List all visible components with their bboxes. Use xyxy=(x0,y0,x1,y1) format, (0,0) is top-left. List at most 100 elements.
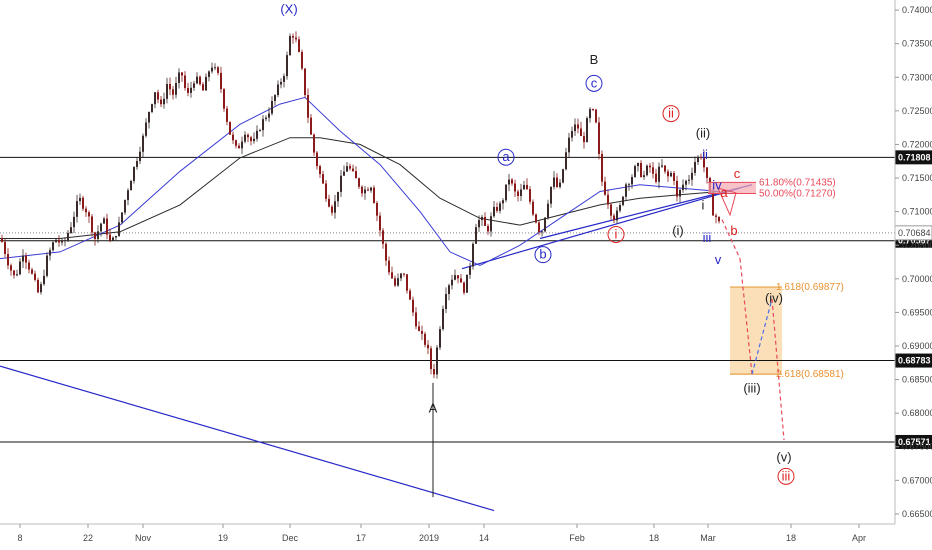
candle-body xyxy=(463,282,465,293)
candle-body xyxy=(127,190,129,200)
candle-body xyxy=(13,270,15,276)
candle-body xyxy=(172,89,174,95)
candle-body xyxy=(10,265,12,271)
candle-body xyxy=(454,275,456,280)
candle-body xyxy=(115,235,117,238)
candle-body xyxy=(106,218,108,235)
candle-body xyxy=(490,216,492,232)
candle-body xyxy=(577,124,579,129)
x-tick-label: 19 xyxy=(218,533,228,543)
candle-body xyxy=(613,215,615,221)
candle-body xyxy=(700,156,702,158)
level-price-label: 0.68783 xyxy=(898,356,931,366)
candle-body xyxy=(424,333,426,345)
y-tick-label: 0.72000 xyxy=(902,139,932,149)
candle-body xyxy=(100,223,102,232)
candle-body xyxy=(178,72,180,83)
candle-body xyxy=(643,175,645,178)
x-tick-label: 2019 xyxy=(419,533,439,543)
candle-body xyxy=(217,67,219,73)
candle-body xyxy=(382,230,384,244)
candle-body xyxy=(52,242,54,251)
candle-body xyxy=(220,72,222,90)
candle-body xyxy=(196,76,198,84)
candle-body xyxy=(625,184,627,197)
candle-body xyxy=(37,279,39,293)
wave-label: (iv) xyxy=(765,290,783,305)
level-price-box xyxy=(895,353,932,368)
candle-body xyxy=(304,68,306,95)
candle-body xyxy=(199,76,201,85)
candle-body xyxy=(358,178,360,187)
wave-label-circle xyxy=(497,148,515,166)
candle-body xyxy=(442,308,444,330)
candle-body xyxy=(370,187,372,191)
candle-body xyxy=(373,187,375,203)
candle-body xyxy=(325,183,327,199)
candle-body xyxy=(532,201,534,215)
x-tick-label: Dec xyxy=(282,533,299,543)
wave-projection xyxy=(721,219,785,441)
fib-extension-zone: 1.618(0.69877) 2.618(0.68581) xyxy=(730,282,844,380)
x-tick-label: 14 xyxy=(479,533,489,543)
level-price-label: 0.67571 xyxy=(898,437,931,447)
candle-body xyxy=(592,109,594,111)
candle-body xyxy=(223,89,225,109)
candle-body xyxy=(256,130,258,139)
candle-body xyxy=(421,330,423,334)
candle-body xyxy=(211,67,213,72)
x-tick-label: 22 xyxy=(83,533,93,543)
candle-body xyxy=(61,240,63,243)
candle-body xyxy=(676,180,678,197)
candle-body xyxy=(154,92,156,105)
candle-body xyxy=(268,113,270,118)
candle-body xyxy=(331,206,333,213)
level-price-label: 0.70567 xyxy=(898,236,931,246)
level-price-box xyxy=(895,434,932,449)
candle-body xyxy=(136,161,138,167)
candle-body xyxy=(334,201,336,213)
candle-body xyxy=(406,274,408,291)
candle-body xyxy=(160,99,162,105)
candle-body xyxy=(88,212,90,217)
y-tick-label: 0.67000 xyxy=(902,475,932,485)
candle-body xyxy=(589,109,591,119)
candle-body xyxy=(706,167,708,178)
candle-body xyxy=(607,194,609,205)
fib-retrace-label: 50.00%(0.71270) xyxy=(759,188,836,199)
candle-body xyxy=(529,189,531,202)
x-tick-label: Mar xyxy=(700,533,716,543)
candle-body xyxy=(562,169,564,183)
y-tick-label: 0.70000 xyxy=(902,274,932,284)
candle-body xyxy=(283,76,285,82)
candle-body xyxy=(64,240,66,242)
candle-body xyxy=(694,162,696,173)
candle-body xyxy=(235,140,237,146)
current-price-label: 0.70684 xyxy=(898,228,931,238)
candle-body xyxy=(568,137,570,153)
candle-body xyxy=(190,87,192,93)
candle-body xyxy=(472,243,474,267)
candle-body xyxy=(34,273,36,280)
y-tick-label: 0.69500 xyxy=(902,307,932,317)
candle-body xyxy=(418,326,420,331)
candle-body xyxy=(301,51,303,69)
candle-body xyxy=(109,234,111,241)
projection-segment xyxy=(721,219,741,259)
y-tick-label: 0.66500 xyxy=(902,509,932,519)
candle-body xyxy=(445,293,447,309)
candle-body xyxy=(511,179,513,184)
candle-body xyxy=(58,239,60,243)
wave-label: i xyxy=(702,198,705,213)
candle-body xyxy=(70,227,72,234)
y-tick-label: 0.68000 xyxy=(902,408,932,418)
candle-body xyxy=(691,172,693,180)
candle-body xyxy=(427,344,429,349)
wave-label-circle xyxy=(777,467,795,485)
candle-body xyxy=(4,241,6,254)
x-tick-label: 18 xyxy=(649,533,659,543)
candle-body xyxy=(571,131,573,138)
candle-body xyxy=(49,250,51,256)
candle-body xyxy=(265,117,267,120)
